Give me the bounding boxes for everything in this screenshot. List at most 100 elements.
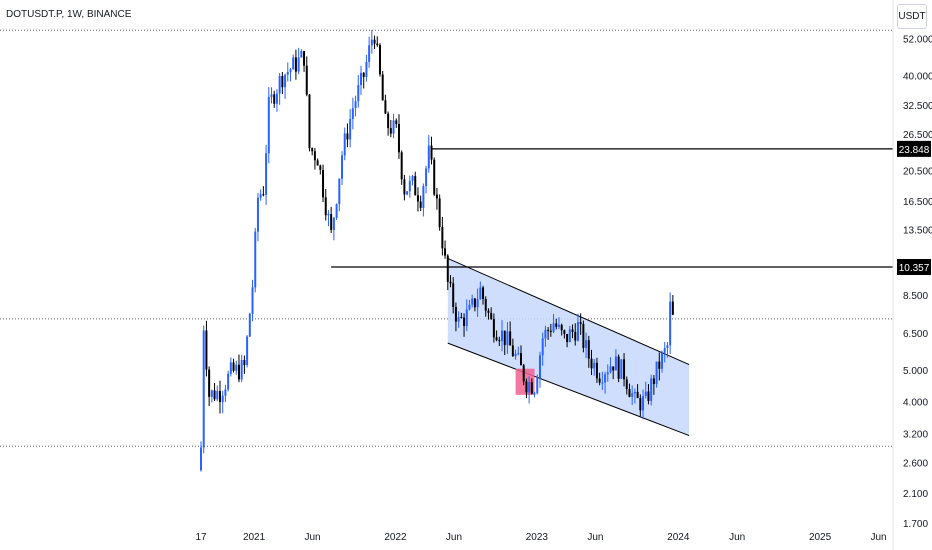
- candle-body: [351, 108, 354, 119]
- candle-body: [669, 301, 672, 346]
- candle-body: [457, 317, 460, 322]
- candle-body: [284, 74, 287, 88]
- candle-body: [620, 359, 623, 379]
- candle-body: [519, 353, 522, 366]
- candle-body: [579, 322, 582, 324]
- candle-body: [576, 322, 579, 341]
- candle-body: [322, 169, 325, 198]
- candle-body: [636, 391, 639, 399]
- candle-body: [585, 340, 588, 348]
- candle-body: [243, 360, 246, 366]
- candle-body: [560, 324, 563, 331]
- candle-body: [617, 356, 620, 379]
- candle-body: [631, 393, 634, 397]
- candle-body: [338, 178, 341, 205]
- candle-body: [533, 393, 536, 395]
- candle-body: [373, 39, 376, 44]
- candle-body: [324, 197, 327, 216]
- candle-body: [425, 168, 428, 187]
- candle-body: [517, 353, 520, 355]
- candle-body: [262, 194, 265, 196]
- candle-body: [254, 231, 257, 288]
- x-tick-label: 2022: [384, 532, 407, 543]
- x-tick-label: Jun: [446, 532, 462, 543]
- candle-body: [490, 312, 493, 319]
- y-tick-label: 40.000: [903, 72, 932, 83]
- candle-body: [574, 331, 577, 341]
- currency-button[interactable]: USDT: [897, 4, 927, 29]
- candle-body: [666, 345, 669, 349]
- candle-body: [200, 447, 202, 471]
- candle-body: [205, 330, 208, 370]
- candle-body: [289, 69, 292, 73]
- candle-body: [275, 93, 278, 104]
- horizontal-levels[interactable]: 23.848 10.357: [331, 140, 931, 275]
- candle-body: [463, 317, 466, 326]
- candle-body: [319, 165, 322, 170]
- candle-body: [237, 364, 240, 380]
- candle-body: [256, 197, 259, 232]
- y-tick-label: 8.500: [903, 291, 928, 302]
- candle-body: [465, 309, 468, 326]
- candle-body: [547, 329, 550, 331]
- candle-body: [330, 213, 333, 230]
- candle-body: [628, 389, 631, 397]
- candle-body: [278, 75, 281, 94]
- candle-body: [606, 372, 609, 375]
- candle-body: [427, 145, 430, 169]
- candle-body: [598, 378, 601, 383]
- candle-body: [449, 281, 452, 284]
- candle-body: [297, 57, 300, 72]
- candle-body: [251, 287, 254, 314]
- candle-body: [265, 153, 268, 195]
- candle-body: [538, 355, 541, 379]
- candle-body: [313, 151, 316, 161]
- candle-body: [346, 133, 349, 140]
- time-axis[interactable]: 17 2021 Jun 2022 Jun 2023 Jun 2024 Jun 2025 Jun: [195, 532, 886, 543]
- candle-body: [414, 176, 417, 196]
- symbol-title: DOTUSDT.P, 1W, BINANCE: [6, 9, 132, 20]
- candle-body: [224, 389, 227, 396]
- candle-body: [587, 340, 590, 359]
- channel-fill[interactable]: [447, 258, 690, 436]
- candle-body: [506, 331, 509, 346]
- candles: [200, 30, 674, 472]
- candle-body: [650, 378, 653, 401]
- candle-body: [633, 391, 636, 394]
- candle-body: [411, 176, 414, 181]
- candle-body: [397, 123, 400, 153]
- candle-body: [454, 306, 457, 322]
- candle-body: [213, 390, 216, 400]
- channel-lower-line[interactable]: [447, 342, 690, 437]
- candle-body: [642, 395, 645, 411]
- x-tick-label: 17: [195, 532, 207, 543]
- channel-upper-line[interactable]: [447, 258, 690, 366]
- candle-body: [511, 345, 514, 357]
- candle-body: [536, 378, 539, 394]
- candle-body: [498, 340, 501, 342]
- candle-body: [661, 352, 664, 369]
- price-axis[interactable]: 52.000 40.000 32.500 26.500 20.500 16.500 13.5…: [892, 0, 932, 550]
- candle-body: [647, 391, 650, 401]
- candle-body: [362, 72, 365, 77]
- candle-body: [267, 96, 270, 154]
- candle-body: [430, 145, 433, 160]
- x-tick-label: 2024: [667, 532, 690, 543]
- candle-body: [422, 186, 425, 208]
- x-tick-label: 2021: [243, 532, 266, 543]
- candle-body: [218, 390, 221, 403]
- candle-body: [400, 152, 403, 180]
- y-tick-label: 52.000: [903, 34, 932, 45]
- candle-body: [433, 159, 436, 195]
- candle-body: [452, 283, 455, 307]
- candle-body: [482, 287, 485, 300]
- candle-body: [229, 362, 232, 374]
- candle-body: [479, 287, 482, 300]
- candle-body: [441, 227, 444, 249]
- candle-body: [503, 330, 506, 346]
- candle-body: [227, 373, 230, 390]
- descending-channel[interactable]: [447, 258, 690, 437]
- y-tick-label: 20.500: [903, 166, 932, 177]
- candle-body: [387, 113, 390, 129]
